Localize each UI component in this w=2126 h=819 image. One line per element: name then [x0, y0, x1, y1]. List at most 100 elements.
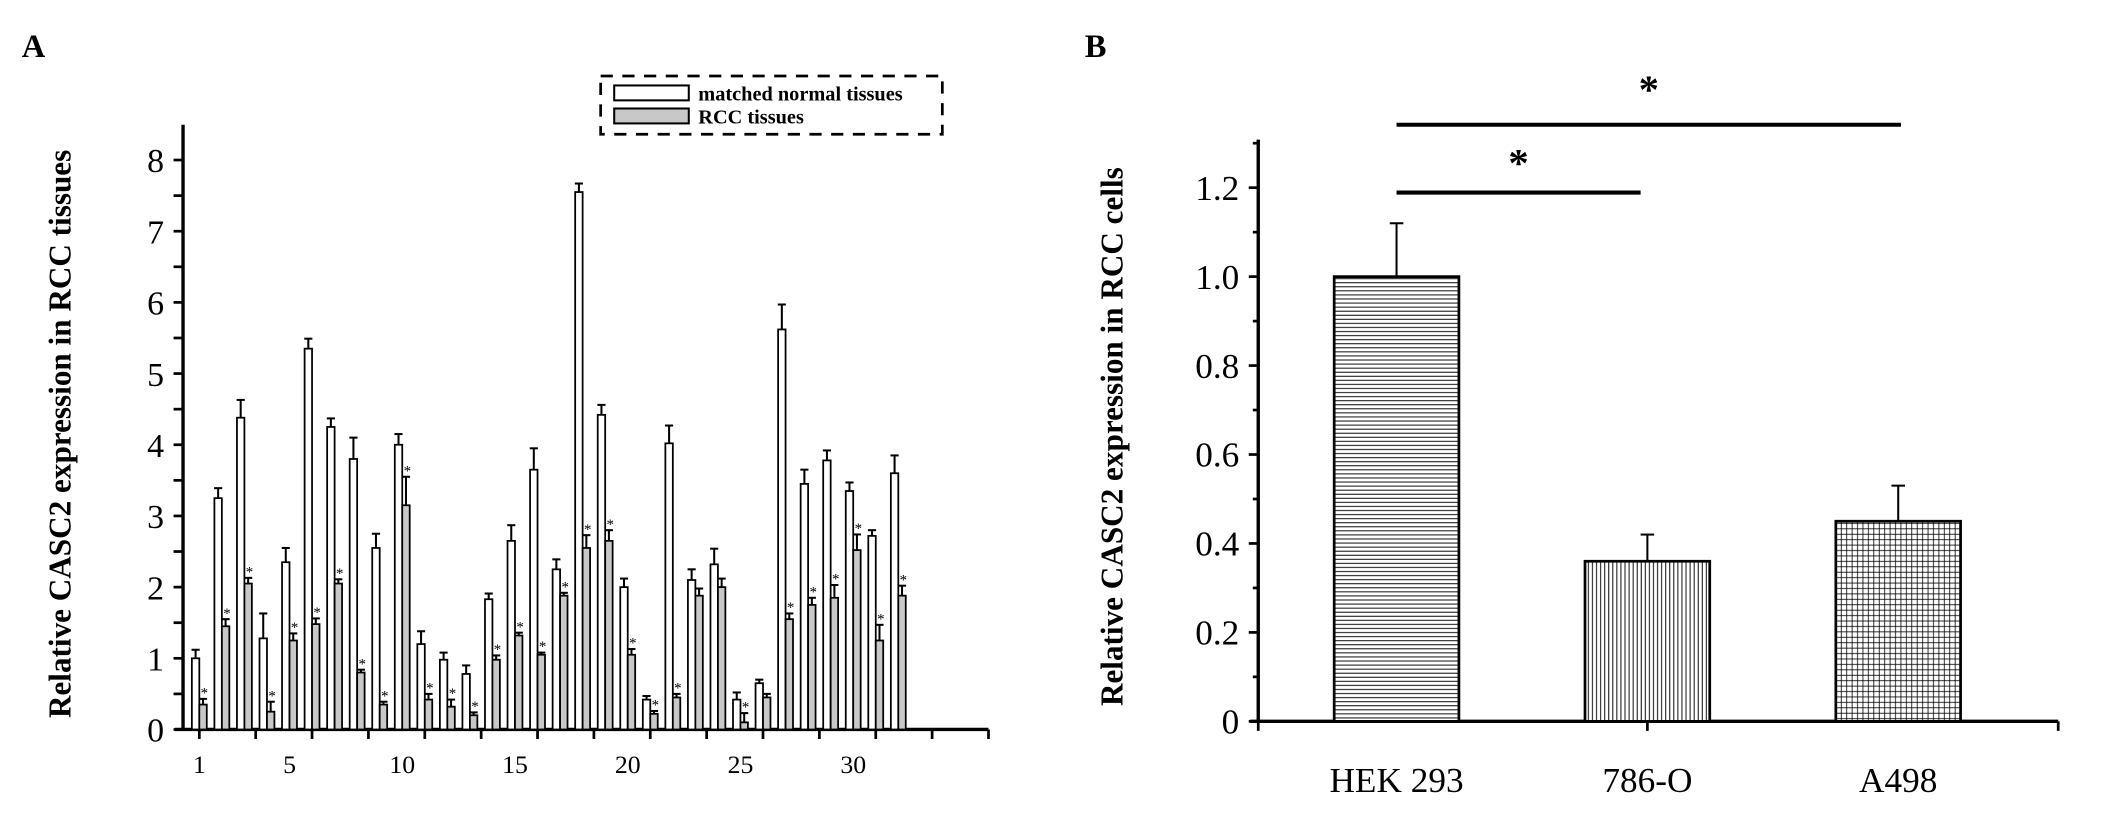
- significance-marker-12: *: [449, 686, 456, 702]
- y-tick-label: 0: [147, 713, 164, 750]
- x-tick-label: A498: [1859, 761, 1937, 800]
- bar-normal-29: [822, 459, 832, 731]
- bar-rcc-19: [604, 539, 614, 731]
- legend-label-normal: matched normal tissues: [698, 83, 902, 105]
- significance-marker-2: *: [223, 606, 230, 622]
- bar-rcc-29: [829, 596, 839, 731]
- significance-marker-7: *: [336, 566, 343, 582]
- significance-marker-3: *: [246, 565, 253, 581]
- significance-marker-13: *: [471, 699, 478, 715]
- bar-rcc-17: [559, 594, 569, 731]
- bar-a498: [1834, 519, 1962, 723]
- bar-rcc-13: [469, 714, 479, 731]
- x-tick-label: 30: [840, 750, 866, 779]
- y-tick-label: 4: [147, 428, 164, 465]
- y-tick-label: 0.2: [1195, 614, 1239, 653]
- significance-marker-20: *: [629, 636, 636, 652]
- bar-normal-26: [754, 682, 764, 731]
- significance-marker-19: *: [607, 517, 614, 533]
- significance-marker-4: *: [268, 688, 275, 704]
- bar-normal-17: [551, 568, 561, 731]
- significance-marker-21: *: [652, 698, 659, 714]
- significance-marker-18: *: [584, 522, 591, 538]
- panel-b-label: B: [1085, 29, 1107, 65]
- x-tick-label: 25: [728, 750, 754, 779]
- bar-786-o: [1583, 559, 1712, 723]
- significance-marker-11: *: [426, 681, 433, 697]
- bar-rcc-22: [671, 696, 682, 731]
- y-tick-label: 6: [147, 286, 164, 323]
- panel-b-y-axis-title: Relative CASC2 expression in RCC cells: [1095, 167, 1130, 706]
- significance-marker-1: *: [1508, 140, 1528, 185]
- bar-rcc-31: [874, 639, 885, 731]
- bar-normal-23: [687, 579, 697, 731]
- bar-rcc-23: [694, 594, 704, 731]
- legend-box: [599, 74, 944, 136]
- y-tick-label: 5: [147, 357, 164, 394]
- bar-rcc-27: [784, 618, 794, 731]
- significance-marker-16: *: [539, 639, 546, 655]
- y-tick-label: 0.6: [1195, 436, 1239, 475]
- bar-rcc-1: [198, 703, 208, 731]
- bar-rcc-3: [243, 582, 253, 731]
- bar-rcc-18: [581, 547, 591, 731]
- bar-normal-14: [484, 598, 494, 731]
- bar-normal-7: [326, 426, 336, 731]
- bar-rcc-10: [401, 504, 411, 731]
- bar-normal-15: [506, 539, 516, 731]
- panel-a-label: A: [22, 29, 46, 65]
- bar-normal-8: [348, 458, 359, 731]
- bar-normal-31: [867, 534, 877, 731]
- significance-marker-29: *: [832, 572, 839, 588]
- bar-normal-13: [461, 673, 471, 731]
- bar-normal-22: [664, 442, 674, 731]
- x-tick-label: 15: [502, 750, 528, 779]
- bar-normal-3: [236, 416, 246, 731]
- y-tick-label: 0: [1222, 703, 1240, 742]
- significance-marker-5: *: [291, 620, 298, 636]
- x-tick-label: 786-O: [1602, 761, 1692, 800]
- significance-marker-2: *: [1639, 67, 1659, 112]
- x-tick-label: 5: [283, 750, 296, 779]
- significance-marker-27: *: [787, 600, 794, 616]
- significance-marker-25: *: [742, 700, 749, 716]
- y-tick-label: 2: [147, 570, 164, 607]
- panel-a-y-axis-title: Relative CASC2 expression in RCC tissues: [43, 150, 78, 718]
- significance-marker-22: *: [674, 681, 681, 697]
- y-tick-label: 8: [147, 143, 164, 180]
- y-tick-label: 3: [147, 499, 164, 536]
- significance-marker-10: *: [404, 463, 411, 479]
- significance-marker-15: *: [516, 619, 523, 635]
- bar-normal-10: [393, 443, 404, 731]
- panel-a-legend: matched normal tissues RCC tissues: [599, 74, 944, 136]
- bar-normal-21: [641, 698, 652, 731]
- bar-rcc-30: [852, 549, 862, 731]
- x-tick-label: 10: [389, 750, 415, 779]
- legend-swatch-normal: [613, 84, 690, 102]
- bar-rcc-28: [807, 604, 817, 731]
- bar-normal-2: [213, 497, 223, 731]
- x-tick-label: HEK 293: [1329, 761, 1463, 800]
- bar-normal-24: [709, 563, 719, 731]
- bar-rcc-8: [356, 671, 366, 731]
- significance-marker-1: *: [201, 686, 208, 702]
- y-tick-label: 1: [147, 642, 164, 679]
- significance-marker-17: *: [561, 579, 568, 595]
- bar-normal-27: [777, 328, 787, 731]
- significance-marker-31: *: [877, 611, 884, 627]
- bar-rcc-12: [446, 705, 456, 731]
- y-tick-label: 7: [147, 214, 164, 251]
- bar-rcc-11: [423, 698, 434, 731]
- bar-normal-5: [281, 561, 291, 731]
- bar-rcc-26: [762, 696, 772, 731]
- bar-rcc-9: [378, 703, 389, 731]
- bar-rcc-6: [311, 623, 321, 731]
- bar-normal-11: [416, 643, 426, 731]
- bar-rcc-7: [333, 582, 343, 731]
- significance-marker-6: *: [313, 605, 320, 621]
- significance-marker-14: *: [494, 642, 501, 658]
- y-tick-label: 1.2: [1195, 169, 1239, 208]
- x-tick-label: 20: [615, 750, 641, 779]
